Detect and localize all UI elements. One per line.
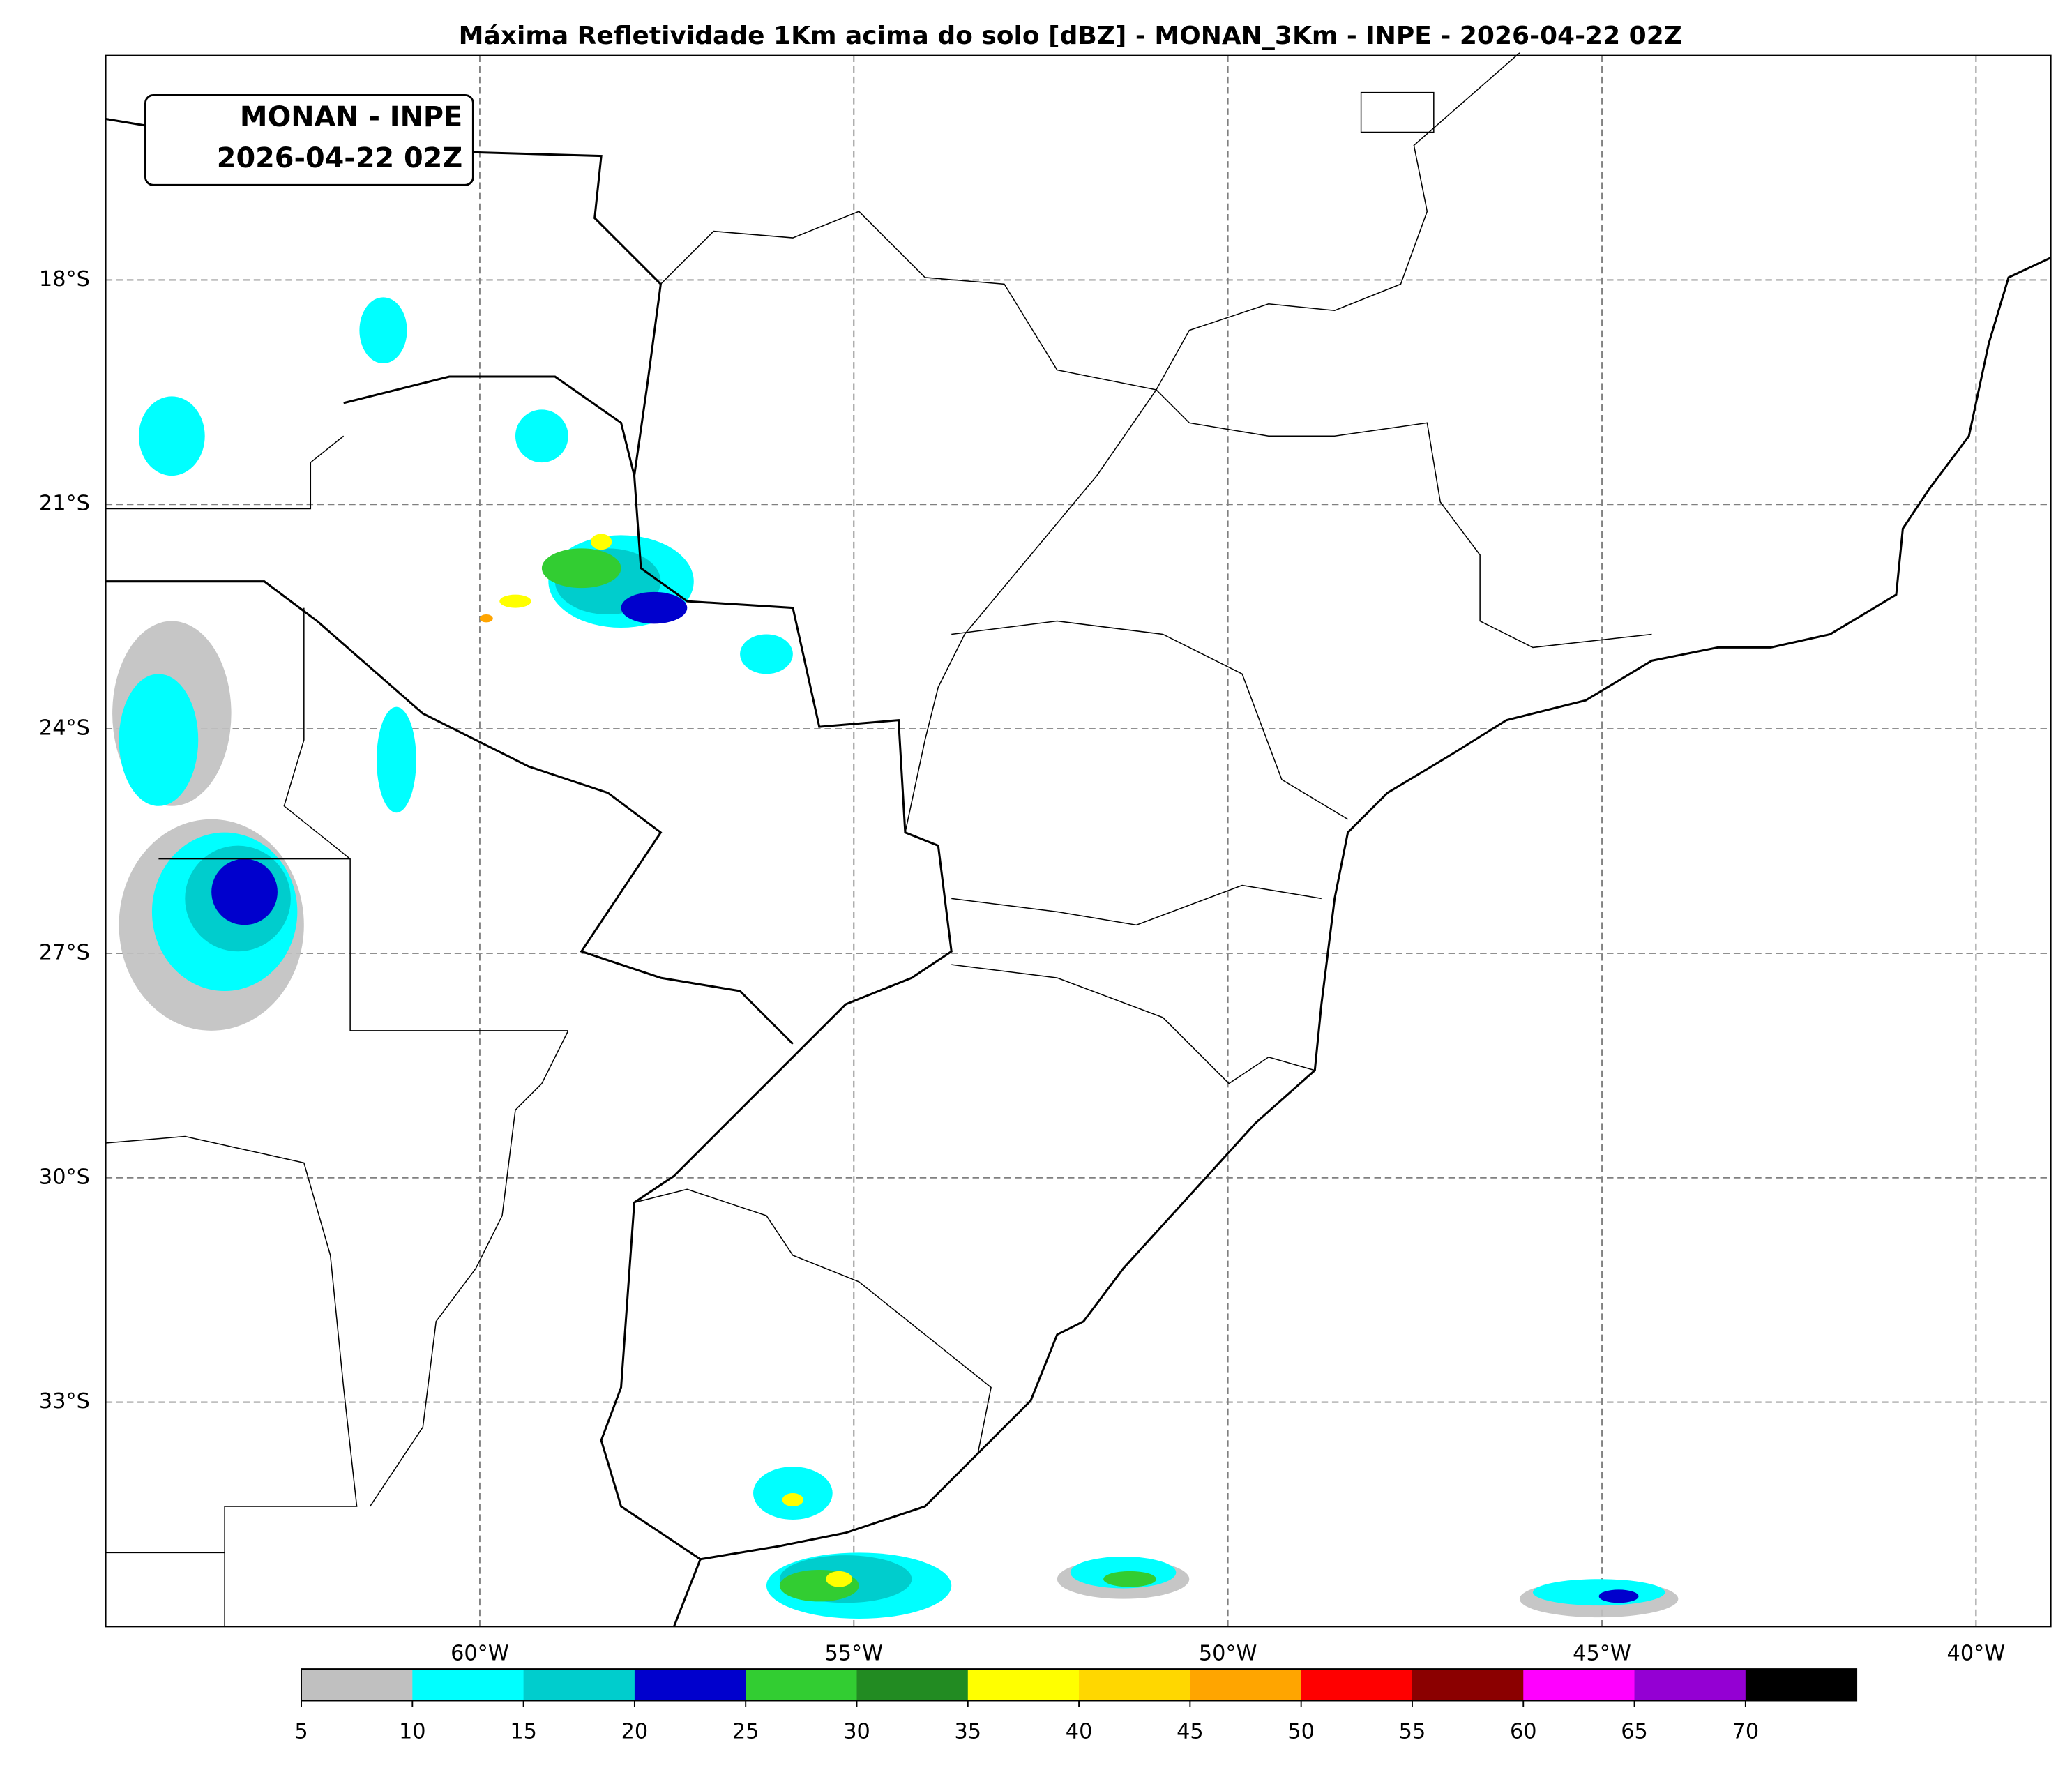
- plot-frame: [105, 54, 2052, 1628]
- grid: [105, 55, 2051, 1627]
- colorbar-swatch: [1523, 1669, 1635, 1701]
- colorbar-label: 50: [1287, 1720, 1315, 1744]
- colorbar-swatch: [746, 1669, 858, 1701]
- colorbar-label: 60: [1510, 1720, 1537, 1744]
- stamp-line: 2026-04-22 02Z: [217, 142, 462, 174]
- lat-tick-label: 30°S: [39, 1165, 90, 1189]
- colorbar-label: 10: [399, 1720, 426, 1744]
- colorbar-label: 30: [843, 1720, 870, 1744]
- colorbar-swatch: [1079, 1669, 1190, 1701]
- colorbar-swatch: [301, 1669, 413, 1701]
- colorbar-swatch: [523, 1669, 635, 1701]
- colorbar-label: 70: [1732, 1720, 1760, 1744]
- lat-tick-label: 21°S: [39, 492, 90, 516]
- colorbar-label: 65: [1621, 1720, 1648, 1744]
- colorbar: 5 10 15 20 25 30 35 40 45 50 55 60 65 70: [294, 1668, 1858, 1744]
- colorbar-label: 35: [955, 1720, 982, 1744]
- colorbar-swatch: [412, 1669, 524, 1701]
- lon-tick-label: 45°W: [1573, 1642, 1631, 1666]
- colorbar-swatch: [1412, 1669, 1524, 1701]
- ticks: 18°S 21°S 24°S 27°S 30°S 33°S 60°W 55°W 50°W 45°W…: [39, 267, 2005, 1666]
- borders: [105, 52, 2052, 1627]
- colorbar-swatch: [1190, 1669, 1302, 1701]
- colorbar-label: 20: [621, 1720, 649, 1744]
- colorbar-label: 40: [1066, 1720, 1093, 1744]
- colorbar-swatch: [634, 1669, 746, 1701]
- colorbar-label: 25: [732, 1720, 759, 1744]
- reflectivity-field: [112, 297, 1679, 1619]
- colorbar-label: 15: [510, 1720, 537, 1744]
- lat-tick-label: 33°S: [39, 1389, 90, 1414]
- stamp-line: MONAN - INPE: [240, 101, 462, 133]
- stamp: MONAN - INPE 2026-04-22 02Z: [144, 94, 474, 186]
- colorbar-label: 55: [1399, 1720, 1426, 1744]
- colorbar-swatch: [1634, 1669, 1746, 1701]
- colorbar-swatch: [1301, 1669, 1413, 1701]
- colorbar-swatch: [967, 1669, 1080, 1701]
- lat-tick-label: 24°S: [39, 716, 90, 741]
- lat-tick-label: 27°S: [39, 940, 90, 965]
- colorbar-label: 45: [1177, 1720, 1204, 1744]
- title: Máxima Refletividade 1Km acima do solo […: [459, 22, 1682, 50]
- lon-tick-label: 50°W: [1199, 1642, 1257, 1666]
- lon-tick-label: 55°W: [824, 1642, 883, 1666]
- colorbar-swatch: [856, 1669, 969, 1701]
- colorbar-swatch: [1745, 1669, 1857, 1701]
- stamp-box: [144, 94, 474, 186]
- lon-tick-label: 60°W: [451, 1642, 509, 1666]
- lon-tick-label: 40°W: [1947, 1642, 2006, 1666]
- lat-tick-label: 18°S: [39, 267, 90, 292]
- colorbar-label: 5: [294, 1720, 308, 1744]
